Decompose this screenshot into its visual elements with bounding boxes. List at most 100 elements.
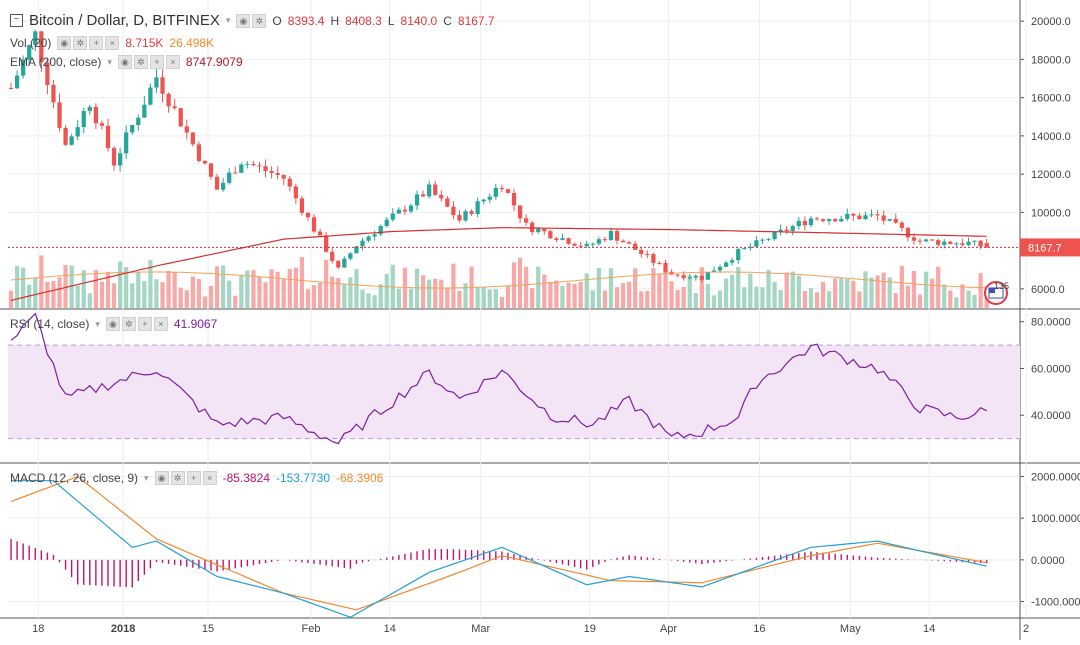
volume-bar [99,281,105,308]
volume-bar [324,259,329,308]
close-label: C [443,13,452,28]
macd-legend: MACD (12, 26, close, 9) ▾ ◉ ✲ + × -85.38… [10,471,383,485]
chevron-down-icon[interactable]: ▾ [95,318,100,329]
plus-icon[interactable]: + [137,317,152,331]
candle-body [160,77,165,94]
close-icon[interactable]: × [202,471,217,485]
candle-body [923,239,929,242]
volume-bar [487,289,492,308]
volume-bar [760,287,765,308]
volume-bar [75,285,80,308]
eye-icon[interactable]: ◉ [105,317,120,331]
rsi-label[interactable]: RSI (14, close) [10,317,90,331]
volume-bar [736,267,741,308]
eye-icon[interactable]: ◉ [236,13,251,28]
close-value: 8167.7 [457,13,495,28]
volume-bar [45,281,50,308]
rsi-tick-label: 80.0000 [1031,317,1071,329]
volume-bar [505,286,511,308]
volume-bar [826,291,832,308]
candle-body [548,231,553,239]
volume-bar [772,281,777,308]
ema-value: 8747.9079 [185,55,243,69]
gear-icon[interactable]: ✲ [170,471,185,485]
volume-bar [93,270,98,308]
candle-body [57,102,62,128]
candle-body [245,163,250,165]
chevron-down-icon[interactable]: ▾ [225,15,231,25]
rsi-tick-label: 40.0000 [1031,410,1071,422]
volume-bar [584,273,589,308]
volume-bar [742,287,747,308]
candle-body [305,212,311,218]
candle-body [930,239,935,241]
volume-bar [699,267,704,308]
candle-body [530,222,535,233]
volume-bar [148,260,153,308]
macd-histogram-value: -85.3824 [222,471,270,485]
chevron-down-icon[interactable]: ▾ [107,56,112,67]
volume-bar [517,257,523,308]
candle-body [420,194,426,197]
volume-bar [348,277,353,308]
candle-body [475,201,480,214]
volume-bar [820,281,826,308]
volume-bar [869,277,874,308]
volume-bar [536,266,541,308]
candle-body [263,166,268,172]
candle-body [360,240,365,247]
volume-bar [384,273,389,308]
candle-body [736,249,741,261]
close-icon[interactable]: × [165,55,180,69]
macd-label[interactable]: MACD (12, 26, close, 9) [10,471,139,485]
candle-body [717,266,723,271]
candle-body [451,206,456,216]
volume-bar [160,282,165,308]
close-icon[interactable]: × [105,36,120,50]
volume-label[interactable]: Vol (20) [10,36,52,50]
volume-bar [214,266,220,308]
symbol-title[interactable]: Bitcoin / Dollar, D, BITFINEX [29,12,220,29]
candle-body [293,186,298,199]
collapse-icon[interactable]: − [10,14,23,27]
volume-bar [802,291,807,308]
candle-body [820,219,826,222]
volume-bar [723,278,729,308]
candle-body [69,136,74,145]
time-tick-label: 18 [32,623,44,635]
rsi-legend: RSI (14, close) ▾ ◉ ✲ + × 41.9067 [10,317,217,331]
volume-bar [493,289,498,308]
candle-body [414,194,420,206]
volume-bar [499,297,505,308]
candle-body [196,144,202,161]
candle-body [808,218,814,226]
plus-icon[interactable]: + [149,55,164,69]
candle-body [105,125,111,149]
volume-bar [124,267,129,308]
candle-body [457,215,462,221]
volume-bar [657,274,662,308]
plus-icon[interactable]: + [186,471,201,485]
volume-bar [893,293,898,308]
eye-icon[interactable]: ◉ [57,36,72,50]
volume-bar [966,290,971,308]
candle-body [172,106,177,109]
plus-icon[interactable]: + [89,36,104,50]
eye-icon[interactable]: ◉ [117,55,132,69]
candle-body [148,87,153,105]
volume-bar [911,270,917,308]
close-icon[interactable]: × [153,317,168,331]
candle-body [730,260,735,263]
candle-body [705,272,711,280]
gear-icon[interactable]: ✲ [252,13,267,28]
gear-icon[interactable]: ✲ [121,317,136,331]
candle-body [887,218,892,221]
ema-label[interactable]: EMA (200, close) [10,55,102,69]
eye-icon[interactable]: ◉ [154,471,169,485]
gear-icon[interactable]: ✲ [73,36,88,50]
volume-bar [21,267,26,308]
volume-bar [936,266,941,308]
chevron-down-icon[interactable]: ▾ [144,472,149,483]
gear-icon[interactable]: ✲ [133,55,148,69]
